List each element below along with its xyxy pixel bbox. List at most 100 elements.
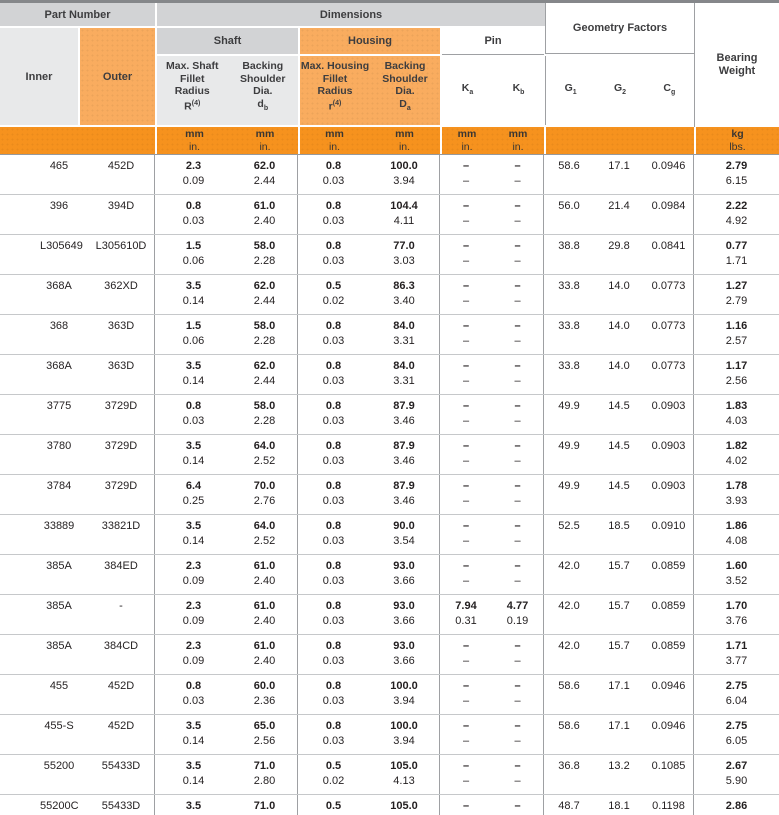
column-header-g2: G2: [613, 81, 627, 96]
cell-kb: – –: [492, 355, 544, 394]
cell-ka: – –: [462, 760, 470, 787]
cell-ka: – –: [462, 320, 470, 347]
cell-cg: 0.0903: [644, 475, 694, 514]
cell-housing-fillet-radius: 0.8 0.03: [322, 240, 345, 267]
header-pin-subcolumns: Ka Kb: [442, 56, 544, 125]
cell-g1: 52.5: [558, 520, 580, 532]
cell-shaft-backing-shoulder: 62.0 2.44: [232, 355, 298, 394]
cell-housing-backing-shoulder: 77.0 3.03: [369, 235, 440, 274]
cell-inner-part-number: 385A: [46, 640, 72, 652]
cell-ka: – –: [462, 280, 470, 307]
cell-outer-part-number: 3729D: [78, 475, 155, 514]
cell-bearing-weight: 1.71 3.77: [725, 640, 748, 667]
cell-housing-fillet-radius: 0.8 0.03: [322, 360, 345, 387]
cell-inner-part-number: 455-S: [44, 720, 74, 732]
cell-housing-backing-shoulder: 100.0 3.94: [369, 155, 440, 194]
cell-g1: 58.6: [558, 720, 580, 732]
cell-housing-backing-shoulder: 105.0: [369, 795, 440, 815]
cell-shaft-fillet-radius: 3.5 0.14: [182, 760, 205, 787]
cell-outer-part-number: 384CD: [78, 635, 155, 674]
cell-inner-part-number: 396: [49, 200, 69, 212]
header-part-number: Part Number: [0, 3, 155, 26]
table-row: 455 452D 0.8 0.03 60.0 2.36 0.8 0.03 100.0 3…: [0, 675, 779, 715]
units-ka: mm in.: [440, 127, 492, 154]
cell-outer-part-number: 33821D: [78, 515, 155, 554]
cell-bearing-weight: 0.77 1.71: [725, 240, 748, 267]
header-shaft-subcolumns: Max. Shaft Fillet Radius R(4) Backing Sh…: [157, 56, 298, 125]
cell-g1: 49.9: [558, 400, 580, 412]
cell-shaft-fillet-radius: 3.5 0.14: [182, 280, 205, 307]
cell-shaft-backing-shoulder: 62.0 2.44: [232, 275, 298, 314]
cell-kb: 4.77 0.19: [492, 595, 544, 634]
table-row: 465 452D 2.3 0.09 62.0 2.44 0.8 0.03 100.0 3…: [0, 155, 779, 195]
cell-bearing-weight: 1.16 2.57: [725, 320, 748, 347]
cell-housing-backing-shoulder: 90.0 3.54: [369, 515, 440, 554]
cell-bearing-weight: 1.60 3.52: [725, 560, 748, 587]
cell-bearing-weight: 1.70 3.76: [725, 600, 748, 627]
cell-g2: 14.5: [608, 440, 630, 452]
table-row: 368 363D 1.5 0.06 58.0 2.28 0.8 0.03 84.0 3.…: [0, 315, 779, 355]
cell-cg: 0.0859: [644, 635, 694, 674]
cell-bearing-weight: 1.83 4.03: [725, 400, 748, 427]
cell-g1: 49.9: [558, 440, 580, 452]
cell-kb: – –: [492, 715, 544, 754]
cell-inner-part-number: 3784: [46, 480, 72, 492]
column-header-shaft-fillet-radius: Max. Shaft Fillet Radius R(4): [165, 60, 219, 112]
cell-cg: 0.0773: [644, 275, 694, 314]
cell-bearing-weight: 1.78 3.93: [725, 480, 748, 507]
cell-housing-backing-shoulder: 87.9 3.46: [369, 435, 440, 474]
cell-g1: 58.6: [558, 160, 580, 172]
cell-g1: 33.8: [558, 360, 580, 372]
cell-kb: – –: [492, 435, 544, 474]
cell-shaft-backing-shoulder: 64.0 2.52: [232, 515, 298, 554]
cell-shaft-backing-shoulder: 60.0 2.36: [232, 675, 298, 714]
cell-ka: – –: [462, 360, 470, 387]
cell-housing-backing-shoulder: 100.0 3.94: [369, 715, 440, 754]
cell-inner-part-number: 368A: [46, 360, 72, 372]
cell-kb: –: [492, 795, 544, 815]
cell-g2: 17.1: [608, 680, 630, 692]
cell-shaft-backing-shoulder: 61.0 2.40: [232, 635, 298, 674]
units-blank-part-number: [0, 127, 78, 154]
cell-kb: – –: [492, 155, 544, 194]
header-shaft: Shaft: [157, 28, 298, 54]
cell-shaft-fillet-radius: 0.8 0.03: [182, 400, 205, 427]
cell-cg: 0.0946: [644, 715, 694, 754]
cell-housing-fillet-radius: 0.8 0.03: [322, 440, 345, 467]
cell-g2: 15.7: [608, 560, 630, 572]
cell-kb: – –: [492, 275, 544, 314]
cell-bearing-weight: 2.79 6.15: [725, 160, 748, 187]
cell-outer-part-number: 363D: [78, 355, 155, 394]
cell-shaft-fillet-radius: 3.5 0.14: [182, 520, 205, 547]
cell-g2: 17.1: [608, 720, 630, 732]
cell-g1: 36.8: [558, 760, 580, 772]
cell-shaft-fillet-radius: 3.5: [185, 800, 202, 812]
column-header-ka: Ka: [461, 81, 474, 96]
cell-housing-fillet-radius: 0.5 0.02: [322, 280, 345, 307]
cell-housing-backing-shoulder: 93.0 3.66: [369, 635, 440, 674]
cell-shaft-backing-shoulder: 58.0 2.28: [232, 395, 298, 434]
cell-bearing-weight: 1.27 2.79: [725, 280, 748, 307]
cell-shaft-backing-shoulder: 62.0 2.44: [232, 155, 298, 194]
cell-g1: 58.6: [558, 680, 580, 692]
cell-outer-part-number: L305610D: [78, 235, 155, 274]
cell-bearing-weight: 2.86: [725, 800, 748, 812]
cell-shaft-fillet-radius: 3.5 0.14: [182, 720, 205, 747]
header-housing-subcolumns: Max. Housing Fillet Radius r(4) Backing …: [300, 56, 440, 125]
cell-outer-part-number: -: [78, 595, 155, 634]
table-body: 465 452D 2.3 0.09 62.0 2.44 0.8 0.03 100.0 3…: [0, 155, 779, 815]
units-shaft-backing: mm in.: [255, 128, 275, 153]
cell-housing-fillet-radius: 0.8 0.03: [322, 640, 345, 667]
cell-cg: 0.0903: [644, 395, 694, 434]
table-row: 396 394D 0.8 0.03 61.0 2.40 0.8 0.03 104.4 4…: [0, 195, 779, 235]
header-pin: Pin: [442, 28, 544, 55]
header-housing: Housing: [300, 28, 440, 54]
cell-inner-part-number: 368A: [46, 280, 72, 292]
cell-ka: – –: [462, 680, 470, 707]
cell-g1: 56.0: [558, 200, 580, 212]
cell-g2: 17.1: [608, 160, 630, 172]
cell-inner-part-number: L305649: [40, 240, 83, 252]
cell-housing-backing-shoulder: 100.0 3.94: [369, 675, 440, 714]
units-blank-part-number: [78, 127, 155, 154]
column-header-g1: G1: [564, 81, 577, 96]
